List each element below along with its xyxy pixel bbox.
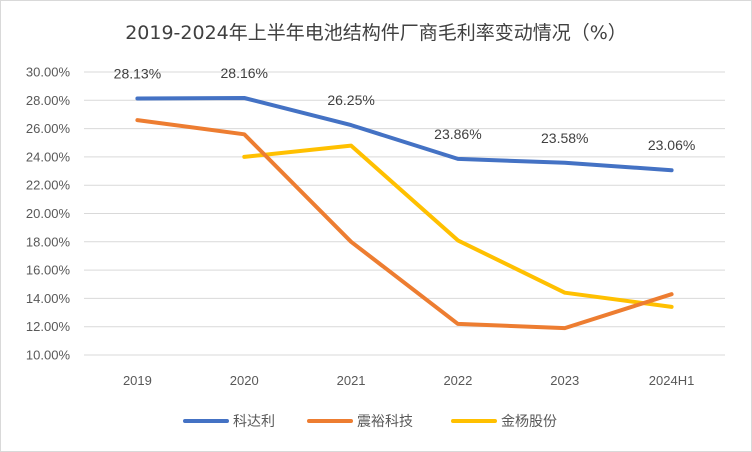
y-tick-label: 10.00% [26, 348, 71, 363]
x-tick-label: 2019 [123, 373, 152, 388]
x-tick-label: 2023 [550, 373, 579, 388]
y-tick-label: 14.00% [26, 291, 71, 306]
y-tick-label: 16.00% [26, 263, 71, 278]
legend-label: 震裕科技 [357, 414, 413, 430]
data-label: 23.58% [541, 130, 588, 146]
y-tick-label: 12.00% [26, 319, 71, 334]
series-line-3 [242, 143, 674, 309]
legend-label: 科达利 [233, 414, 275, 430]
data-label: 28.13% [114, 65, 161, 81]
data-label: 23.06% [648, 137, 695, 153]
y-tick-label: 20.00% [26, 206, 71, 221]
data-label: 26.25% [327, 92, 374, 108]
data-label: 28.16% [221, 65, 268, 81]
legend-label: 金杨股份 [501, 414, 557, 430]
x-tick-label: 2024H1 [649, 373, 695, 388]
x-tick-label: 2022 [443, 373, 472, 388]
y-tick-label: 24.00% [26, 149, 71, 164]
series-line-1 [135, 96, 674, 173]
chart-title: 2019-2024年上半年电池结构件厂商毛利率变动情况（%） [125, 22, 627, 44]
x-tick-label: 2021 [337, 373, 366, 388]
data-label: 23.86% [434, 126, 481, 142]
y-tick-label: 22.00% [26, 178, 71, 193]
x-tick-label: 2020 [230, 373, 259, 388]
y-tick-label: 26.00% [26, 121, 71, 136]
y-tick-label: 28.00% [26, 93, 71, 108]
y-tick-label: 30.00% [26, 65, 71, 80]
y-tick-label: 18.00% [26, 234, 71, 249]
series-line-2 [135, 118, 674, 331]
